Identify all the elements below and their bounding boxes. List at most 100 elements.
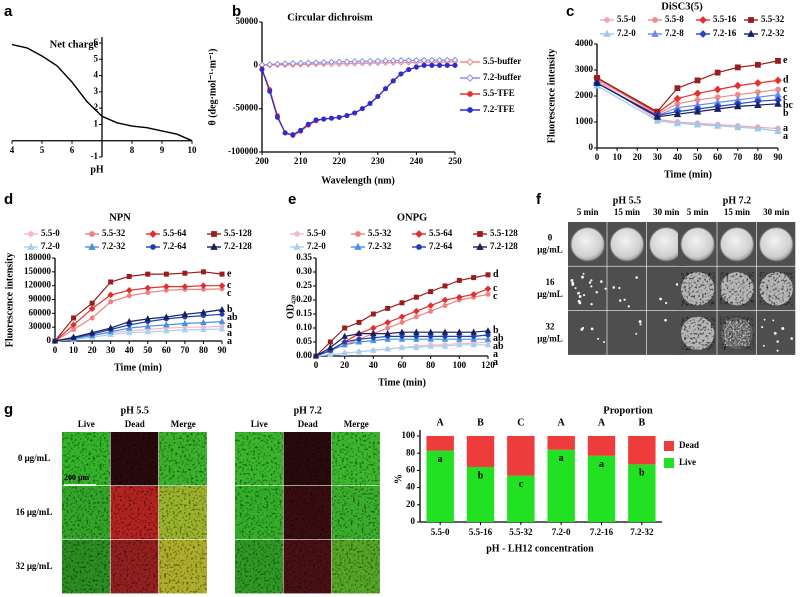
micrograph-texture (235, 486, 283, 540)
x-tick-label: 90 (774, 152, 784, 162)
marker (456, 333, 462, 339)
marker (470, 335, 477, 342)
marker (398, 71, 404, 77)
marker (437, 62, 443, 68)
micrograph-texture (332, 432, 380, 486)
bar-segment (547, 436, 575, 450)
series-line (261, 64, 455, 137)
x-tick-label: 0 (53, 345, 58, 355)
micrograph-texture (235, 432, 283, 486)
significance-label: e (227, 268, 232, 279)
column-label: 5 min (577, 207, 599, 217)
marker (182, 270, 188, 276)
marker (200, 308, 207, 315)
marker (354, 242, 362, 250)
x-tick-label: 6 (70, 145, 75, 155)
column-label: Dead (125, 419, 145, 429)
colony (590, 327, 594, 331)
significance-label: c (783, 92, 788, 103)
plate-lawn (570, 227, 605, 262)
marker (181, 319, 189, 326)
y-tick-label: 0.25 (296, 280, 312, 290)
legend-label: 5.5-buffer (483, 56, 521, 66)
marker (456, 335, 463, 342)
marker (144, 315, 152, 322)
significance-label: a (227, 336, 232, 347)
marker (713, 85, 722, 94)
live-label: c (519, 479, 524, 490)
significance-label: b (227, 304, 233, 315)
marker (397, 57, 405, 64)
marker (699, 30, 707, 38)
plate-texture (720, 272, 754, 306)
marker (218, 317, 226, 325)
x-axis-label: Time (min) (378, 377, 426, 388)
colony (665, 301, 668, 305)
significance-label: d (783, 75, 789, 86)
marker (163, 321, 170, 328)
marker (89, 231, 95, 237)
marker (282, 130, 288, 136)
x-tick-label: 70 (733, 152, 743, 162)
series-line (54, 288, 223, 342)
top-label: A (558, 417, 566, 428)
micrograph-texture (159, 540, 207, 594)
colony (578, 295, 582, 298)
y-tick-label: -100000 (228, 146, 258, 156)
colony (763, 318, 766, 321)
y-tick-label: 4 (94, 70, 99, 80)
marker (427, 328, 434, 335)
top-label: B (638, 417, 645, 428)
marker (370, 346, 377, 353)
marker (399, 319, 405, 325)
marker (219, 271, 225, 277)
panel-letter: d (4, 191, 13, 208)
x-tick-label: 80 (426, 360, 436, 370)
x-axis-label: pH (90, 164, 104, 175)
marker (274, 114, 280, 120)
marker (441, 296, 449, 304)
legend-label: 5.5-0 (41, 228, 60, 238)
marker (413, 307, 420, 315)
y-tick-label: 1 (94, 118, 99, 128)
legend-label: Dead (679, 440, 699, 450)
marker (390, 78, 396, 84)
bar-segment (587, 436, 616, 456)
x-axis-label: Wavelength (nm) (321, 175, 395, 186)
colony (790, 337, 794, 340)
marker (108, 279, 114, 285)
y-tick-label: 1000 (575, 116, 594, 126)
marker (405, 57, 412, 64)
y-tick-label: 100 (402, 430, 416, 440)
marker (442, 283, 448, 289)
legend-label: 7.2-128 (490, 241, 518, 251)
row-label: μg/mL (537, 333, 563, 343)
marker (200, 325, 207, 332)
colony (659, 297, 662, 301)
colony (639, 323, 642, 326)
marker (467, 91, 473, 97)
column-label: Live (78, 419, 95, 429)
colony (776, 349, 779, 352)
marker (356, 319, 362, 325)
marker (603, 29, 611, 37)
plate-texture (681, 272, 715, 306)
marker (181, 310, 189, 317)
marker (259, 67, 265, 73)
bar-segment (507, 475, 535, 522)
colony (590, 279, 593, 282)
colony (571, 281, 575, 285)
marker (281, 60, 289, 67)
marker (413, 64, 419, 70)
marker (355, 348, 363, 355)
marker (126, 293, 132, 299)
legend-label: 5.5-64 (163, 228, 187, 238)
marker (398, 313, 406, 321)
marker (125, 317, 133, 325)
marker (427, 342, 434, 349)
row-label: μg/mL (537, 244, 563, 254)
y-tick-label: 0.05 (296, 336, 312, 346)
colony (638, 320, 642, 324)
marker (734, 64, 741, 71)
legend-swatch (664, 441, 674, 451)
